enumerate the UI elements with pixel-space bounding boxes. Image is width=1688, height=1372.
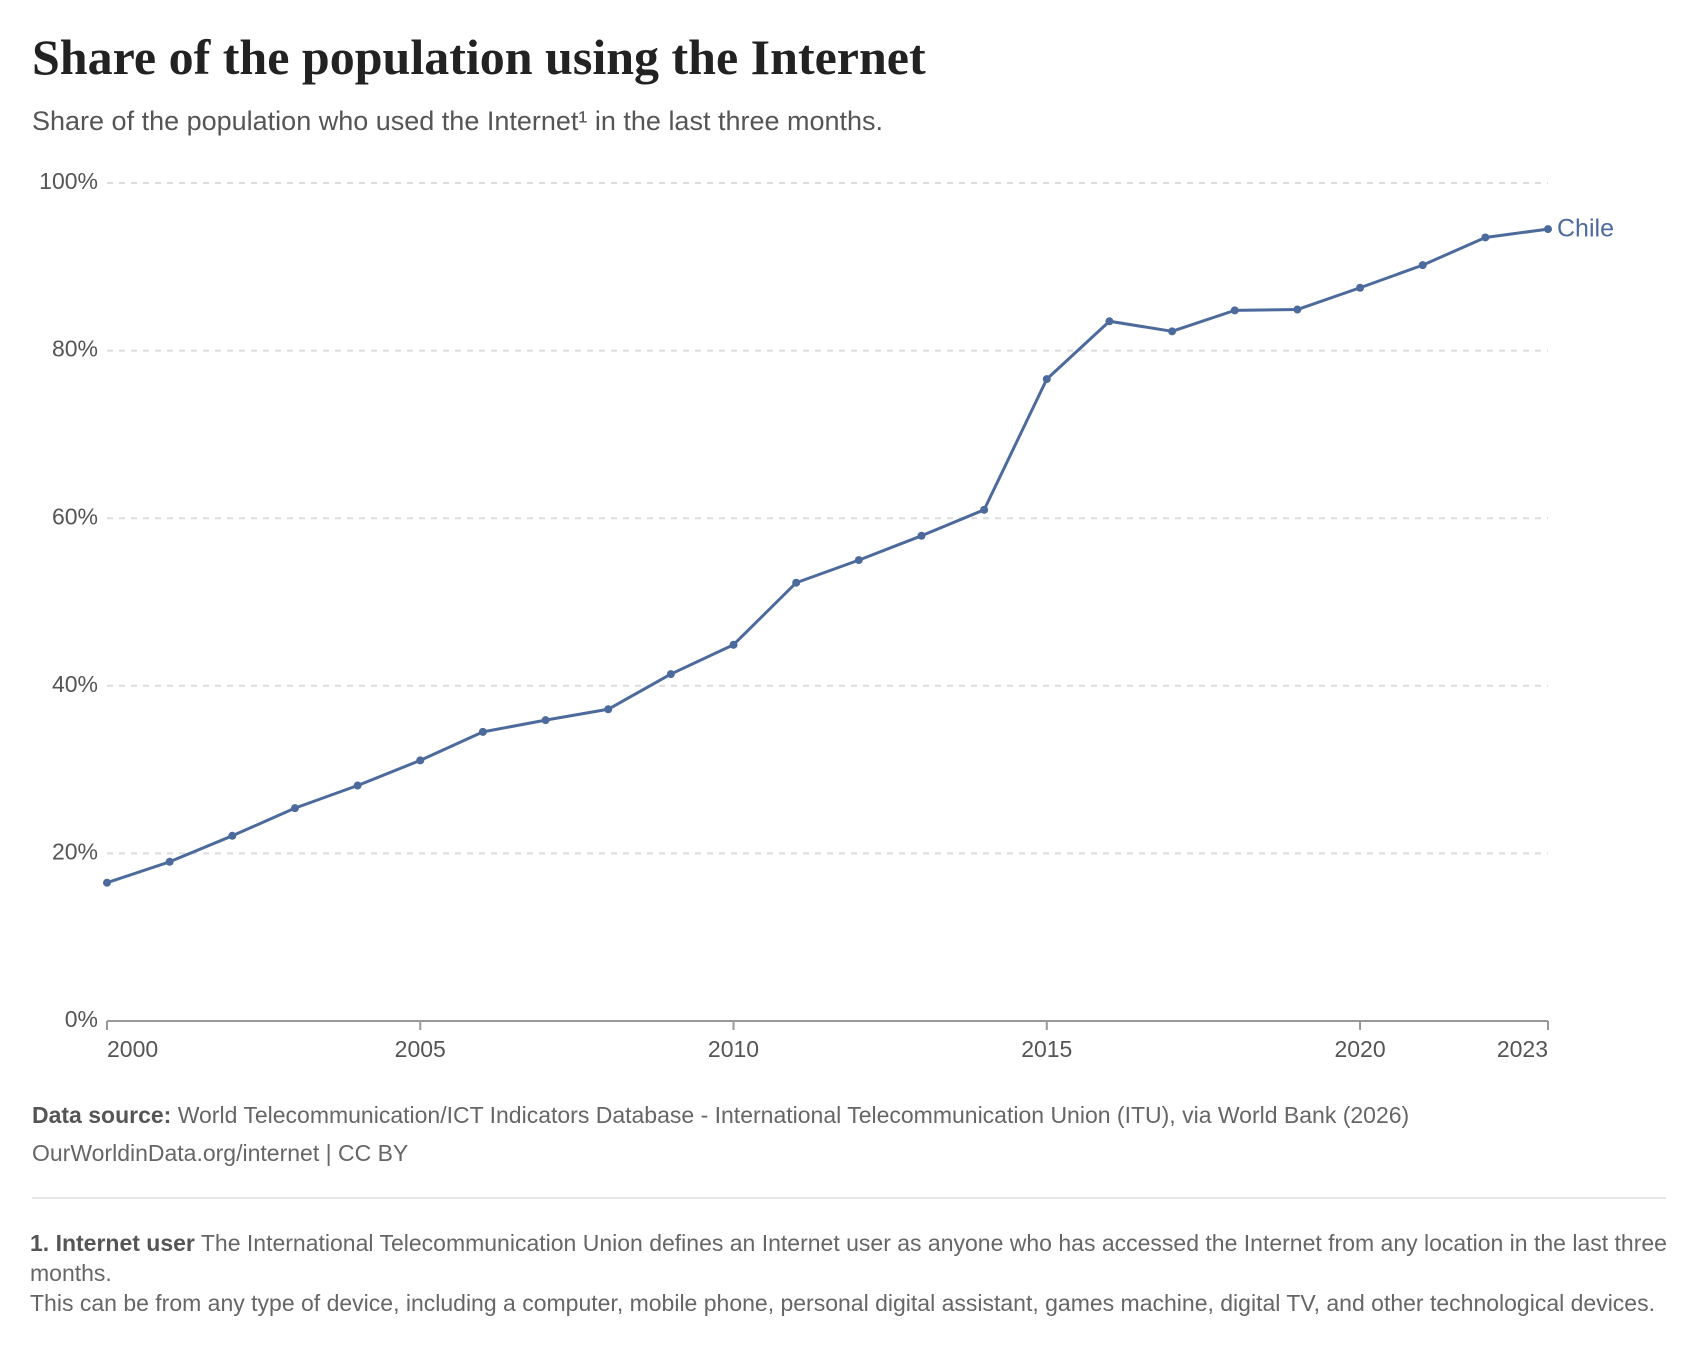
source-block: Data source: World Telecommunication/ICT… (32, 1096, 1672, 1172)
y-tick-label: 20% (52, 838, 98, 864)
chart-subtitle: Share of the population who used the Int… (32, 106, 884, 136)
data-point (1356, 283, 1365, 292)
line-series (106, 227, 1549, 885)
divider (32, 1197, 1666, 1199)
data-point (228, 831, 237, 840)
y-tick-label: 60% (52, 503, 98, 529)
data-point (729, 640, 738, 649)
data-point (917, 531, 926, 540)
data-point (1230, 306, 1239, 315)
data-point (1293, 305, 1302, 314)
footnote-text: The International Telecommunication Unio… (30, 1230, 1667, 1286)
y-tick-label: 0% (65, 1006, 98, 1032)
series-label: Chile (1557, 215, 1614, 243)
footnote-line: 1. Internet user The International Telec… (30, 1228, 1680, 1288)
credit: OurWorldinData.org/internet | CC BY (32, 1140, 409, 1166)
source-label: Data source: (32, 1102, 172, 1128)
data-point (416, 756, 425, 765)
source-text: World Telecommunication/ICT Indicators D… (177, 1102, 1410, 1128)
chart: 0% 20% 40% 60% 80% 100% 2000 2005 2010 2015 2020 20… (39, 168, 1614, 1062)
y-tick-label: 100% (39, 168, 98, 194)
data-point (1168, 327, 1177, 336)
data-point (854, 556, 863, 565)
data-point (103, 878, 111, 887)
data-point (792, 578, 801, 587)
x-tick-label: 2005 (395, 1036, 446, 1062)
data-point (1418, 261, 1427, 270)
footnote: 1. Internet user The International Telec… (30, 1228, 1680, 1318)
data-point (1105, 317, 1114, 326)
data-point (541, 716, 550, 725)
data-point (165, 857, 174, 866)
data-point (353, 781, 362, 790)
footnote-label: 1. Internet user (30, 1230, 195, 1256)
data-point (604, 705, 613, 714)
y-tick-label: 80% (52, 336, 98, 362)
data-point (666, 670, 675, 679)
data-point (290, 804, 299, 813)
data-point (478, 727, 487, 736)
chart-title: Share of the population using the Intern… (32, 29, 926, 85)
source-line: Data source: World Telecommunication/ICT… (32, 1096, 1672, 1134)
x-tick-label: 2023 (1497, 1036, 1548, 1062)
x-tick-label: 2010 (708, 1036, 759, 1062)
data-point (1042, 375, 1051, 384)
data-point (1481, 233, 1490, 242)
x-tick-label: 2020 (1334, 1036, 1385, 1062)
x-tick-label: 2015 (1021, 1036, 1072, 1062)
data-point (1544, 225, 1552, 234)
x-tick-label: 2000 (107, 1036, 158, 1062)
data-point (980, 505, 989, 514)
y-tick-label: 40% (52, 671, 98, 697)
footnote-text2: This can be from any type of device, inc… (30, 1290, 1655, 1316)
